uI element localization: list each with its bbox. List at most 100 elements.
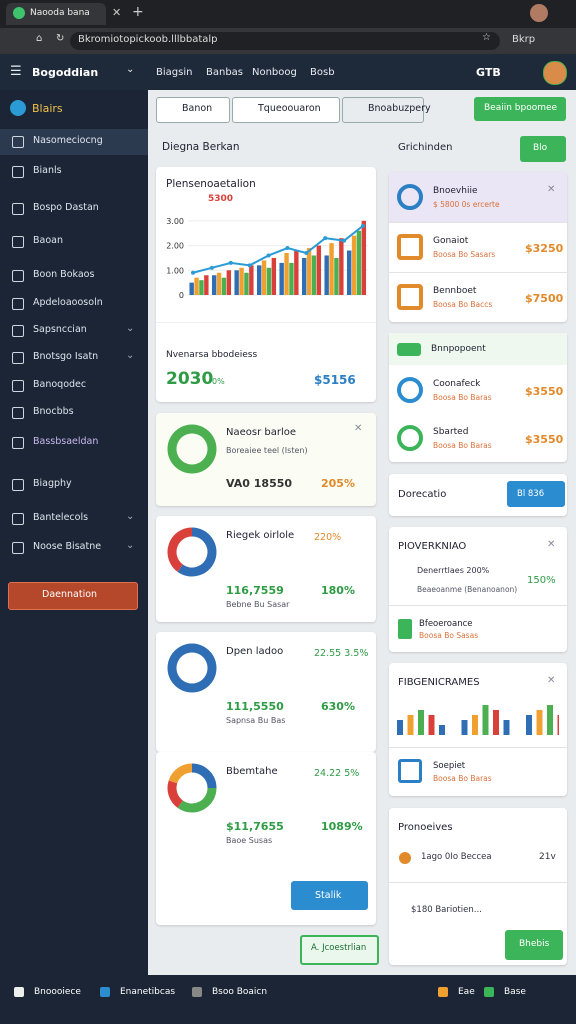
big-unit: 0%: [212, 377, 225, 386]
panel-button[interactable]: [505, 930, 563, 960]
caret: ⌄: [126, 64, 135, 75]
chevron: ⌄: [126, 511, 135, 522]
panel-row: 1ago 0Io Beccea: [421, 852, 492, 862]
nav-icon: [12, 513, 24, 525]
bar: [329, 243, 334, 295]
home-icon[interactable]: ⌂: [36, 33, 43, 44]
nav-label[interactable]: Bantelecols: [33, 512, 89, 523]
url-field[interactable]: [70, 32, 500, 50]
status-button[interactable]: [507, 481, 565, 507]
primary-button[interactable]: [291, 881, 368, 910]
chart: [167, 643, 217, 693]
close-icon[interactable]: ✕: [547, 675, 556, 686]
bottom-item[interactable]: Eae: [458, 987, 475, 997]
active-item: [0, 129, 148, 155]
outline-button[interactable]: [300, 935, 379, 965]
bar: [346, 250, 352, 295]
nav-icon: [12, 236, 24, 248]
bottom-item[interactable]: Bnoooiece: [34, 987, 81, 997]
bar: [284, 253, 289, 295]
nav-label[interactable]: Sapsnccian: [33, 324, 87, 335]
menu-icon[interactable]: ☰: [10, 64, 22, 79]
bar: [244, 272, 249, 295]
big-value: 2030: [166, 369, 214, 389]
card-title: Riegek oirlole: [226, 530, 295, 541]
panel-row: Soepiet: [433, 761, 466, 771]
donut-segment: [168, 763, 193, 784]
avatar[interactable]: [530, 4, 548, 22]
trend-line: [192, 225, 364, 274]
divider: [389, 605, 567, 606]
divider: [389, 272, 567, 273]
bar: [289, 262, 294, 295]
line-point: [266, 253, 271, 258]
line-point: [285, 246, 290, 251]
y-tick-label: 0: [179, 291, 184, 300]
nav-label[interactable]: Nasomeciocng: [33, 135, 103, 146]
nav-label[interactable]: Banoqodec: [33, 379, 87, 390]
line-point: [191, 270, 195, 275]
bar-icon: [192, 987, 202, 997]
toolbar-button[interactable]: [156, 97, 230, 123]
sidebar-button[interactable]: [8, 582, 138, 610]
row-icon: [398, 619, 412, 639]
chart: [167, 763, 217, 813]
nav-label[interactable]: Bnocbbs: [33, 406, 74, 417]
card-left-value: 111,5550: [226, 700, 284, 713]
action-button[interactable]: [474, 97, 566, 121]
row-icon: [399, 852, 411, 864]
card-title: Naeosr barloe: [226, 427, 297, 438]
bottom-item[interactable]: Enanetibcas: [120, 987, 176, 997]
nav-icon: [12, 479, 24, 491]
close-icon[interactable]: ✕: [547, 539, 556, 550]
chart: [167, 527, 217, 577]
bar: [301, 257, 307, 295]
card-left-value: 116,7559: [226, 584, 284, 597]
chart: [167, 424, 217, 474]
card-top-value: 220%: [314, 532, 342, 543]
donut-segment: [177, 787, 217, 813]
chart-title: Plensenoaetalion: [166, 178, 256, 190]
bottom-item[interactable]: Bsoo Boaicn: [212, 987, 268, 997]
nav-label[interactable]: Bassbsaeldan: [33, 436, 99, 447]
bottom-item[interactable]: Base: [504, 987, 526, 997]
new-tab[interactable]: +: [132, 4, 144, 20]
nav-item[interactable]: Bosb: [310, 67, 335, 78]
divider: [389, 747, 567, 748]
bar: [356, 230, 362, 295]
row-icon: [398, 759, 422, 783]
donut-segment: [177, 527, 217, 577]
nav-label[interactable]: Apdeloaoosoln: [33, 297, 103, 308]
nav-label[interactable]: Noose Bisatne: [33, 541, 102, 552]
nav-label[interactable]: Bianls: [33, 165, 62, 176]
nav-label[interactable]: Bnotsgo Isatn: [33, 351, 99, 362]
tab[interactable]: [6, 3, 106, 25]
toolbar-button[interactable]: [342, 97, 424, 123]
nav-label[interactable]: Biagphy: [33, 478, 72, 489]
close-icon[interactable]: ✕: [547, 184, 556, 195]
card-subtitle: Sapnsa Bu Bas: [226, 716, 286, 725]
toolbar-button[interactable]: [232, 97, 340, 123]
panel-row-value: 21v: [539, 852, 556, 862]
user-avatar[interactable]: [543, 61, 567, 85]
nav-item[interactable]: Nonboog: [252, 67, 297, 78]
nav-label[interactable]: Bospo Dastan: [33, 202, 99, 213]
row-subtitle: Boosa Bo Baras: [433, 393, 492, 402]
profile[interactable]: Bkrp: [512, 34, 536, 45]
close-icon[interactable]: ✕: [354, 423, 363, 434]
bar: [361, 220, 367, 295]
nav-label[interactable]: Baoan: [33, 235, 63, 246]
row-icon: [397, 377, 423, 403]
toolbar-label: Banon: [182, 103, 213, 114]
url: Bkromiotopickoob.lllbbatalp: [78, 34, 218, 45]
mini-bar: [526, 715, 532, 735]
star-icon[interactable]: ☆: [482, 32, 491, 43]
nav-item[interactable]: Biagsin: [156, 67, 193, 78]
reload-icon[interactable]: ↻: [56, 33, 65, 44]
tab-close[interactable]: ✕: [112, 6, 122, 19]
status-card: Dorecatio Bl 836: [389, 474, 567, 516]
nav-label[interactable]: Boon Bokaos: [33, 269, 95, 280]
address-bar: ⌂ ↻ ☆: [0, 28, 576, 54]
nav-item[interactable]: Banbas: [206, 67, 244, 78]
header-button[interactable]: [520, 136, 566, 162]
